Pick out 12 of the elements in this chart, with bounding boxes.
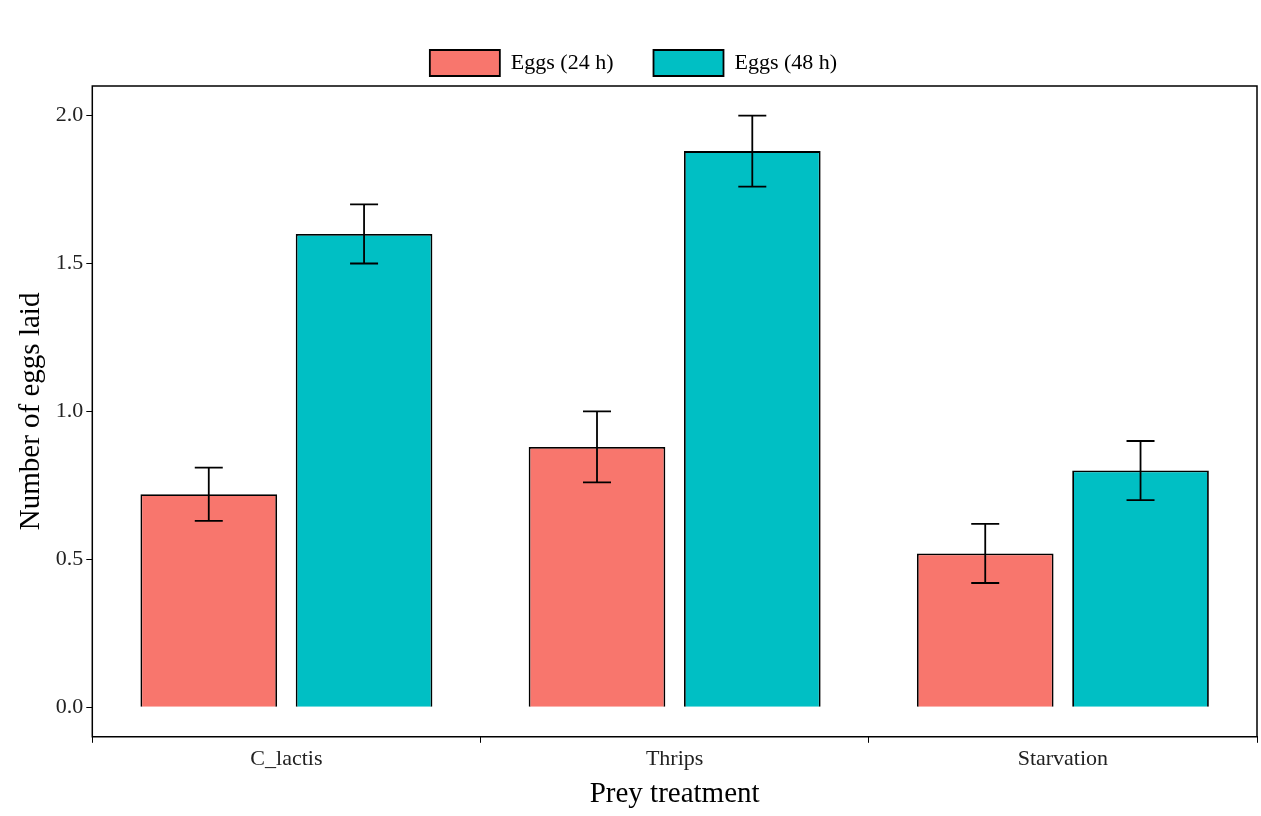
x-tick-label: C_lactis — [250, 744, 323, 770]
x-tick-label: Thrips — [645, 744, 704, 770]
y-tick-label: 1.5 — [55, 249, 84, 275]
y-tick-label: 0.0 — [55, 693, 84, 718]
y-axis-title: Number of eggs laid — [13, 292, 46, 531]
y-tick-label: 1.0 — [55, 397, 84, 423]
x-axis-title: Prey treatment — [589, 776, 760, 809]
legend-label: Eggs (48 h) — [734, 48, 838, 74]
y-tick-label: 2.0 — [55, 101, 84, 127]
x-tick-label: Starvation — [1017, 744, 1109, 770]
legend-label: Eggs (24 h) — [510, 48, 614, 74]
y-tick-label: 0.5 — [55, 545, 84, 571]
